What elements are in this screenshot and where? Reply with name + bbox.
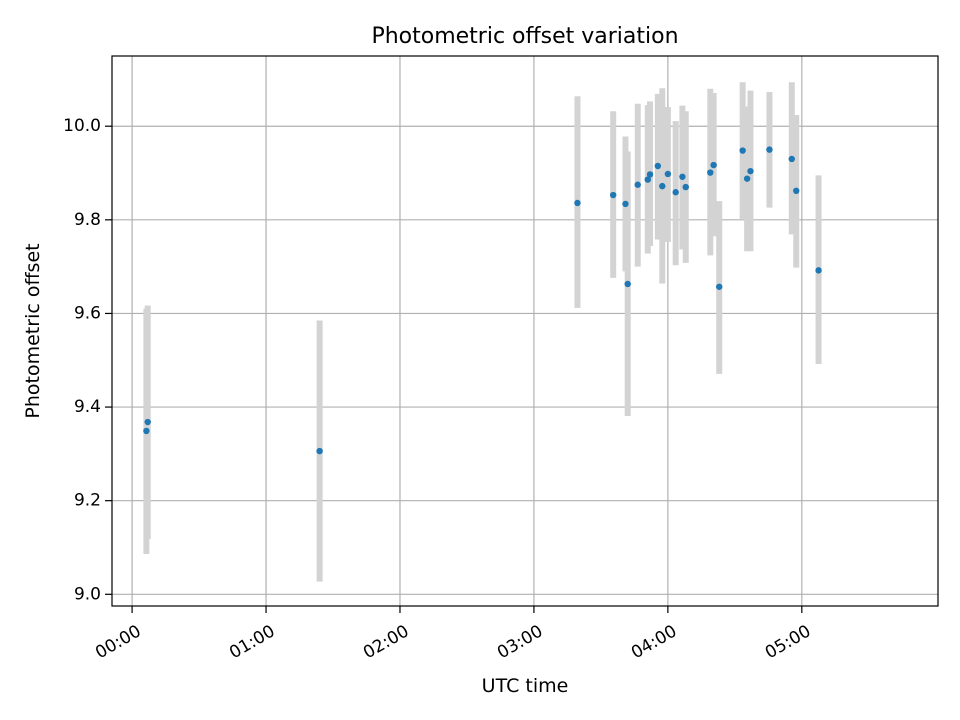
data-point bbox=[664, 170, 672, 178]
data-point bbox=[672, 189, 679, 196]
y-tick-label: 9.8 bbox=[74, 210, 101, 230]
data-point bbox=[679, 173, 686, 180]
data-point bbox=[743, 175, 751, 182]
data-point bbox=[143, 427, 150, 435]
data-point bbox=[747, 167, 754, 175]
data-point bbox=[609, 191, 617, 199]
data-point bbox=[716, 283, 723, 290]
y-axis-label: Photometric offset bbox=[22, 243, 44, 418]
data-point bbox=[788, 155, 795, 163]
data-point bbox=[144, 418, 151, 426]
y-tick-label: 9.6 bbox=[74, 303, 101, 323]
data-point bbox=[659, 182, 666, 190]
data-point bbox=[644, 176, 651, 183]
data-point bbox=[766, 146, 773, 153]
x-axis-label: UTC time bbox=[482, 675, 569, 697]
data-point bbox=[624, 280, 631, 288]
data-point bbox=[654, 162, 662, 170]
data-point bbox=[815, 267, 822, 274]
data-point bbox=[574, 199, 581, 207]
y-tick-label: 10.0 bbox=[63, 116, 101, 136]
data-point bbox=[710, 161, 717, 169]
grid bbox=[112, 56, 938, 606]
data-point bbox=[793, 187, 800, 195]
y-tick-label: 9.2 bbox=[74, 491, 101, 511]
data-point bbox=[682, 183, 689, 191]
data-points bbox=[143, 146, 822, 455]
y-tick-label: 9.0 bbox=[74, 584, 101, 604]
data-point bbox=[646, 171, 654, 178]
data-point bbox=[622, 200, 629, 208]
data-point bbox=[316, 447, 323, 455]
y-tick-label: 9.4 bbox=[74, 397, 101, 417]
data-point bbox=[634, 181, 641, 188]
data-point bbox=[739, 147, 746, 154]
chart-title: Photometric offset variation bbox=[371, 24, 678, 49]
plot-frame bbox=[111, 55, 939, 607]
data-point bbox=[707, 169, 714, 176]
y-axis-ticks: 9.0 9.2 9.4 9.6 9.8 10.0 bbox=[63, 116, 112, 604]
